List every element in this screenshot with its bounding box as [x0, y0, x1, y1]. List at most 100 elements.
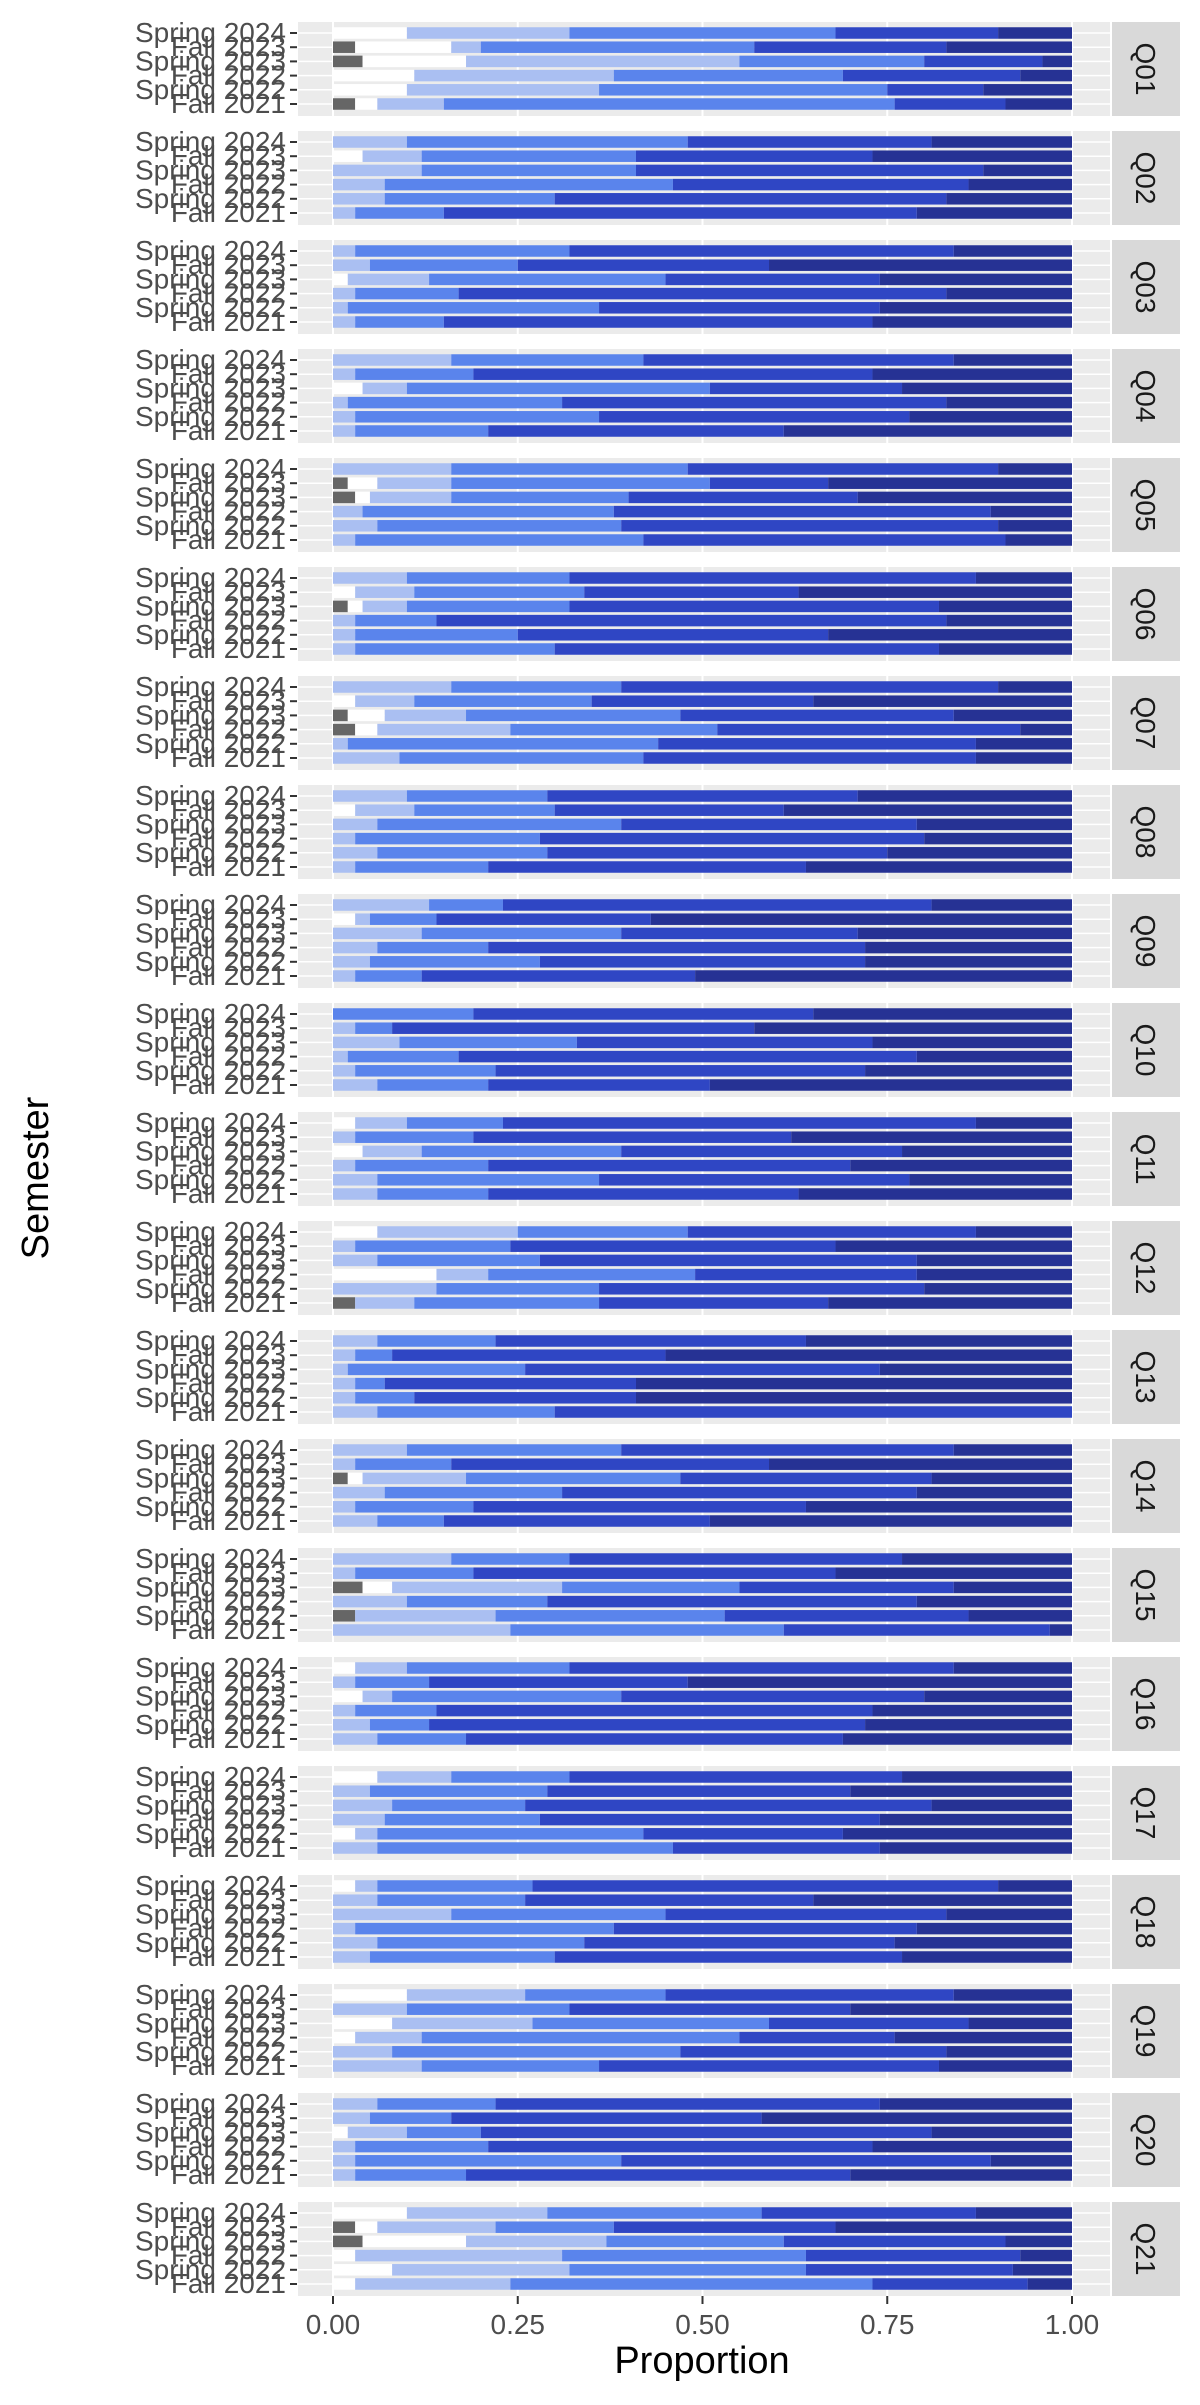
- bar-segment: [333, 491, 356, 504]
- y-tick-label: Spring 2022: [135, 1382, 286, 1413]
- y-tick-label: Spring 2023: [135, 917, 286, 948]
- facet-strip-label: Q14: [1130, 1460, 1161, 1513]
- facet-strip: [1112, 240, 1180, 334]
- bar-segment: [333, 1079, 378, 1091]
- y-tick-label: Fall 2021: [171, 851, 286, 882]
- bar-segment: [333, 178, 385, 191]
- bar-segment: [502, 1117, 976, 1129]
- bar-segment: [983, 84, 1072, 96]
- bar-segment: [355, 614, 437, 627]
- bar-segment: [333, 1662, 356, 1674]
- y-tick-label: Fall 2022: [171, 1695, 286, 1726]
- bar-segment: [384, 193, 555, 205]
- bar-segment: [975, 752, 1072, 764]
- bar-segment: [377, 1894, 526, 1906]
- bar-segment: [436, 1283, 600, 1295]
- facet-strip-label: Q19: [1130, 2005, 1161, 2058]
- bar-segment: [953, 1662, 1072, 1674]
- bar-segment: [333, 752, 400, 764]
- bar-segment: [355, 2031, 422, 2044]
- y-tick-label: Fall 2021: [171, 2268, 286, 2299]
- bar-segment: [333, 1785, 370, 1797]
- bar-segment: [835, 1240, 1072, 1252]
- bar-segment: [333, 643, 356, 655]
- bar-segment: [333, 193, 385, 205]
- bar-segment: [333, 1813, 385, 1826]
- bar-segment: [998, 27, 1072, 39]
- y-tick-label: Spring 2022: [135, 1055, 286, 1086]
- bar-segment: [894, 1937, 1072, 1949]
- bar-segment: [473, 1131, 792, 1143]
- y-tick-label: Fall 2022: [171, 60, 286, 91]
- bar-segment: [333, 1828, 356, 1840]
- bar-segment: [355, 1131, 474, 1143]
- bar-segment: [333, 27, 407, 39]
- facet-strip-label: Q12: [1130, 1242, 1161, 1295]
- bar-segment: [333, 1335, 378, 1347]
- y-tick-label: Fall 2021: [171, 633, 286, 664]
- bar-segment: [466, 1733, 843, 1745]
- bar-segment: [333, 1842, 378, 1854]
- bar-segment: [377, 1733, 467, 1745]
- bar-segment: [488, 1188, 799, 1200]
- bar-segment: [333, 1036, 400, 1049]
- bar-segment: [443, 1515, 710, 1527]
- bar-segment: [355, 1880, 378, 1892]
- y-tick-label: Spring 2022: [135, 183, 286, 214]
- y-tick-label: Fall 2022: [171, 823, 286, 854]
- facet-strip-label: Q05: [1130, 479, 1161, 532]
- bar-segment: [333, 927, 422, 940]
- bar-segment: [362, 2235, 467, 2248]
- bar-segment: [333, 738, 348, 750]
- bar-segment: [532, 1880, 999, 1892]
- y-tick-label: Fall 2022: [171, 605, 286, 636]
- bar-segment: [1012, 2264, 1072, 2276]
- bar-segment: [362, 55, 467, 68]
- bar-segment: [495, 1610, 725, 1622]
- bar-segment: [695, 970, 1072, 982]
- bar-segment: [451, 41, 481, 53]
- bar-segment: [406, 572, 570, 584]
- bar-segment: [355, 2221, 378, 2233]
- bar-segment: [333, 681, 452, 693]
- bar-segment: [333, 572, 407, 584]
- bar-segment: [333, 316, 356, 328]
- bar-segment: [333, 1733, 378, 1745]
- bar-segment: [362, 1690, 393, 1703]
- bar-segment: [539, 832, 925, 845]
- bar-segment: [850, 1785, 1072, 1797]
- y-tick-label: Spring 2022: [135, 1164, 286, 1195]
- y-tick-label: Fall 2022: [171, 1259, 286, 1290]
- bar-segment: [990, 505, 1072, 518]
- bar-segment: [909, 1174, 1072, 1186]
- bar-segment: [613, 69, 843, 82]
- bar-segment: [369, 259, 518, 271]
- bar-segment: [355, 1349, 393, 1361]
- bar-segment: [436, 913, 651, 925]
- bar-segment: [414, 1297, 600, 1309]
- bar-segment: [347, 273, 430, 286]
- y-tick-label: Spring 2022: [135, 728, 286, 759]
- bar-segment: [384, 1813, 540, 1826]
- bar-segment: [355, 2140, 489, 2153]
- bar-segment: [377, 818, 622, 831]
- bar-segment: [333, 818, 378, 831]
- bar-segment: [333, 354, 452, 366]
- bar-segment: [333, 2169, 356, 2181]
- bar-segment: [761, 2207, 976, 2219]
- bar-segment: [451, 1458, 770, 1470]
- bar-segment: [931, 2126, 1072, 2139]
- bar-segment: [333, 259, 370, 271]
- x-tick-label: 0.75: [860, 2309, 915, 2340]
- bar-segment: [355, 316, 444, 328]
- bar-segment: [347, 709, 385, 722]
- y-tick-label: Spring 2024: [135, 1107, 286, 1138]
- bar-segment: [547, 1785, 851, 1797]
- y-tick-label: Fall 2021: [171, 415, 286, 446]
- y-tick-label: Spring 2022: [135, 2254, 286, 2285]
- bar-segment: [333, 2017, 393, 2030]
